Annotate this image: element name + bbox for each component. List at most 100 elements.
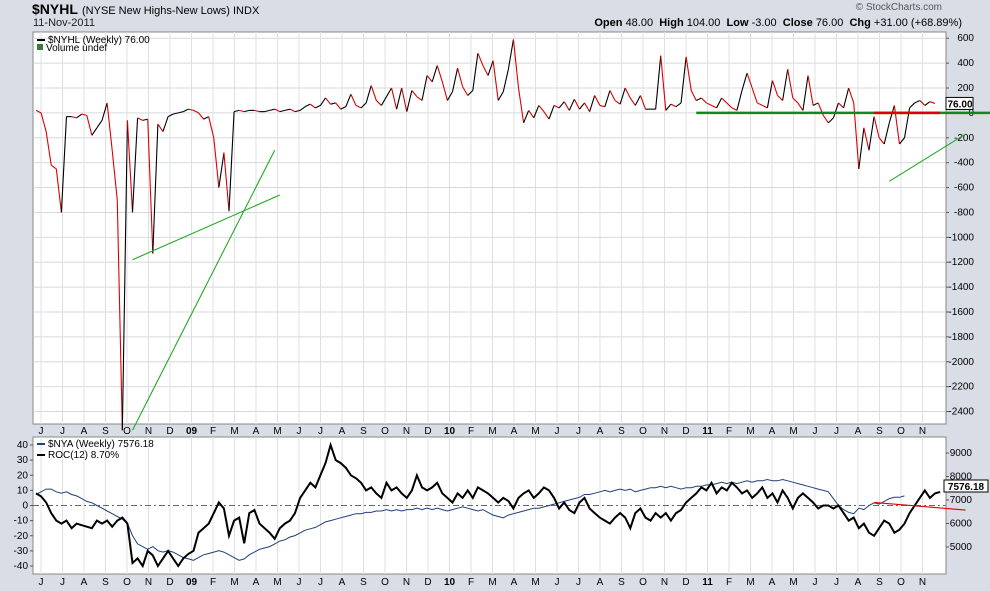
low-value: -3.00 — [751, 17, 777, 29]
top-month-label: J — [60, 426, 65, 437]
top-month-label: F — [726, 426, 732, 437]
nyhl-line-segment — [873, 116, 880, 138]
nyhl-line-segment — [675, 102, 682, 108]
nyhl-line-segment — [244, 109, 250, 113]
nyhl-line-segment — [517, 87, 525, 123]
nyhl-line-segment — [482, 65, 489, 76]
nyhl-line-segment — [507, 39, 514, 70]
trendline-support-2 — [132, 149, 276, 431]
nyhl-line-segment — [309, 103, 316, 109]
nyhl-line-segment — [325, 97, 332, 105]
top-month-label: S — [102, 426, 109, 437]
volume-note-label: Volume undef — [46, 43, 107, 54]
top-month-label: 10 — [444, 426, 456, 437]
ohlc-summary: Open 48.00 High 104.00 Low -3.00 Close 7… — [594, 17, 962, 29]
bottom-month-label: A — [511, 577, 518, 588]
bottom-month-label: N — [145, 577, 152, 588]
nyhl-line-segment — [188, 108, 194, 111]
symbol-description: (NYSE New Highs-New Lows) — [82, 5, 230, 17]
nyhl-line-segment — [294, 109, 301, 113]
nyhl-line-segment — [634, 95, 641, 106]
nyhl-line-segment — [299, 106, 306, 111]
bottom-month-label: 11 — [702, 577, 713, 588]
bottom-left-tick-label: 10 — [17, 485, 29, 496]
top-month-label: A — [769, 426, 776, 437]
bottom-month-label: N — [661, 577, 668, 588]
bottom-month-label: J — [834, 577, 839, 588]
nyhl-line-segment — [660, 55, 667, 111]
nyhl-line-segment — [355, 104, 362, 109]
bottom-left-tick-label: 30 — [17, 455, 29, 466]
nyhl-line-segment — [558, 101, 565, 109]
nyhl-line-segment — [721, 97, 728, 104]
chart-date: 11-Nov-2011 — [33, 17, 95, 29]
nyhl-line-segment — [436, 65, 443, 82]
nyhl-line-segment — [451, 67, 459, 92]
top-month-label: 09 — [186, 426, 198, 437]
top-month-label: M — [746, 426, 754, 437]
bottom-month-label: J — [576, 577, 581, 588]
nyhl-line-segment — [782, 69, 789, 101]
top-y-tick-label: -1000 — [948, 232, 974, 243]
nyhl-line-segment — [76, 113, 83, 119]
roc-line — [35, 441, 941, 569]
top-month-label: J — [318, 426, 323, 437]
nyhl-line-segment — [126, 120, 134, 213]
nyhl-line-segment — [802, 75, 809, 111]
nyhl-line-segment — [502, 69, 509, 92]
top-y-tick-label: -2000 — [948, 357, 974, 368]
bottom-month-label: A — [855, 577, 862, 588]
top-month-label: A — [855, 426, 862, 437]
bottom-month-label: D — [424, 577, 431, 588]
nyhl-line-segment — [670, 103, 677, 108]
nyhl-line-segment — [599, 104, 605, 108]
top-month-label: M — [488, 426, 496, 437]
bottom-month-label: 09 — [186, 577, 198, 588]
bottom-right-tick-label: 7000 — [950, 495, 973, 506]
nyhl-line-segment — [696, 97, 702, 101]
bottom-month-label: F — [468, 577, 474, 588]
nyhl-line-segment — [462, 86, 469, 96]
top-month-label: D — [424, 426, 431, 437]
nyhl-line-segment — [589, 95, 596, 112]
nyhl-line-segment — [751, 87, 758, 104]
nyhl-line-segment — [35, 109, 42, 114]
nyhl-line-segment — [431, 65, 438, 82]
top-month-label: O — [897, 426, 905, 437]
nyhl-line-segment — [924, 101, 931, 106]
nya-legend-label: $NYA (Weekly) 7576.18 — [48, 439, 154, 450]
nyhl-line-segment — [198, 112, 205, 120]
nyhl-line-segment — [822, 115, 829, 124]
nyhl-line-segment — [147, 119, 154, 254]
nyhl-line-segment — [594, 95, 601, 106]
nyhl-line-segment — [101, 102, 108, 121]
nyhl-line-segment — [639, 95, 647, 110]
nyhl-line-segment — [365, 85, 372, 104]
bottom-month-label: J — [555, 577, 560, 588]
bottom-month-label: M — [273, 577, 281, 588]
bottom-left-tick-label: 0 — [22, 501, 28, 512]
nyhl-line-segment — [573, 98, 580, 110]
nyhl-line-segment — [477, 52, 484, 66]
nyhl-line-segment — [385, 87, 393, 97]
nyhl-line-segment — [173, 112, 179, 115]
nyhl-line-segment — [345, 94, 352, 107]
nyhl-line-segment — [152, 124, 159, 254]
nyhl-line-segment — [680, 56, 687, 103]
nyhl-line-segment — [909, 102, 916, 109]
top-month-label: O — [639, 426, 647, 437]
nyhl-line-segment — [228, 111, 235, 212]
nyhl-line-segment — [533, 105, 540, 119]
bottom-month-label: O — [897, 577, 905, 588]
nyhl-line-segment — [472, 53, 479, 91]
nyhl-line-segment — [619, 87, 626, 105]
nyhl-line-segment — [543, 111, 550, 120]
nyhl-line-segment — [40, 112, 47, 132]
nyhl-line-segment — [467, 90, 474, 96]
nyhl-line-segment — [340, 106, 347, 110]
nyhl-line-segment — [60, 116, 68, 213]
top-month-label: A — [339, 426, 346, 437]
nyhl-line-segment — [131, 117, 139, 213]
nyhl-line-segment — [827, 117, 834, 124]
